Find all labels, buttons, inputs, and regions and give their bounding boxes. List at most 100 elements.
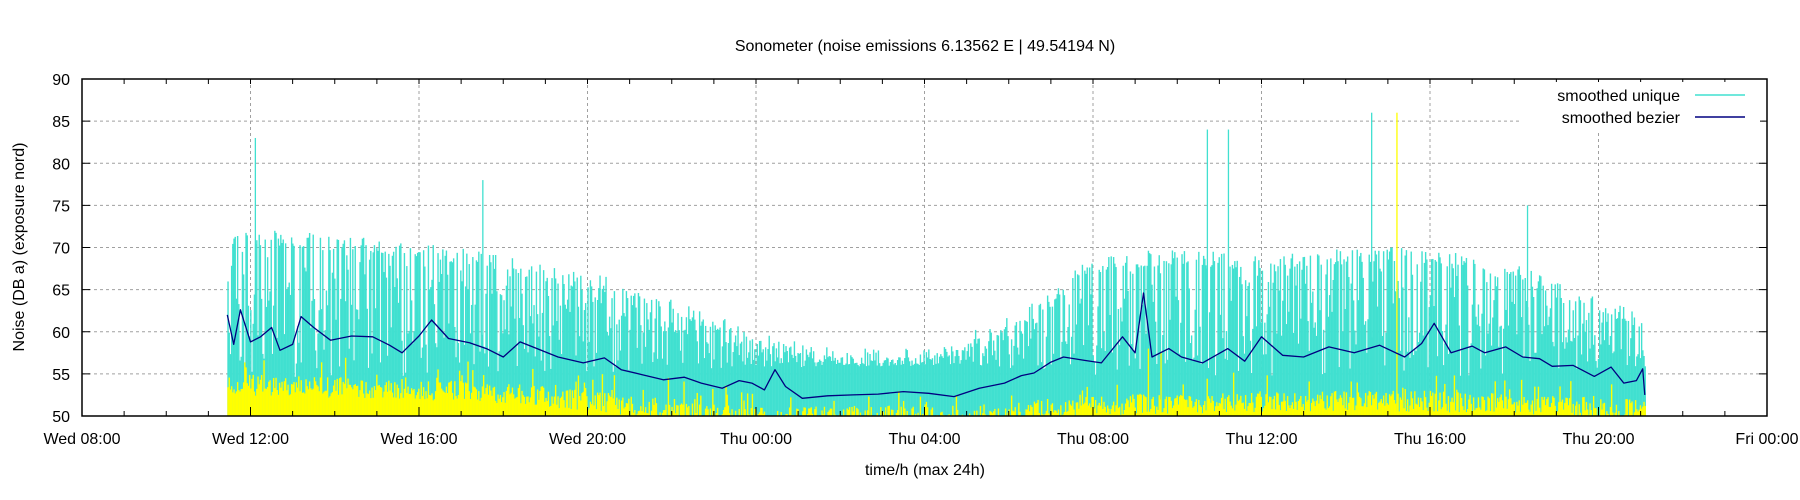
raw-bar bbox=[416, 392, 419, 416]
unique-bar bbox=[1630, 338, 1632, 416]
raw-bar bbox=[1376, 409, 1379, 416]
raw-bar bbox=[372, 397, 374, 416]
unique-bar bbox=[1457, 264, 1459, 416]
raw-bar bbox=[259, 379, 262, 416]
raw-bar bbox=[1513, 402, 1516, 416]
unique-bar bbox=[492, 255, 494, 416]
raw-bar bbox=[1331, 393, 1333, 416]
unique-bar bbox=[1412, 355, 1415, 416]
unique-bar bbox=[1529, 361, 1531, 416]
raw-bar bbox=[1040, 400, 1043, 416]
unique-bar bbox=[1324, 372, 1326, 416]
unique-bar bbox=[841, 357, 844, 416]
unique-bar bbox=[1441, 331, 1444, 416]
raw-bar bbox=[1434, 393, 1436, 416]
raw-bar bbox=[376, 374, 378, 416]
unique-bar bbox=[469, 333, 472, 416]
unique-bar bbox=[1399, 350, 1402, 416]
unique-bar bbox=[780, 358, 782, 416]
unique-bar bbox=[430, 287, 432, 416]
unique-bar bbox=[1348, 277, 1350, 416]
raw-bar bbox=[1469, 394, 1471, 416]
raw-bar bbox=[571, 390, 574, 416]
unique-bar bbox=[1398, 298, 1400, 416]
unique-bar bbox=[852, 358, 854, 416]
unique-bar bbox=[1153, 266, 1156, 416]
raw-bar bbox=[394, 382, 396, 416]
raw-bar bbox=[1268, 396, 1271, 416]
unique-bar bbox=[1267, 281, 1270, 416]
raw-bar bbox=[540, 386, 542, 416]
raw-bar bbox=[1158, 395, 1160, 416]
raw-bar bbox=[1352, 397, 1355, 416]
raw-bar bbox=[833, 400, 835, 416]
raw-bar bbox=[1102, 408, 1104, 416]
raw-bar bbox=[851, 406, 853, 416]
unique-bar bbox=[365, 245, 367, 416]
raw-bar bbox=[499, 395, 502, 416]
raw-bar bbox=[403, 388, 406, 416]
unique-bar bbox=[772, 346, 774, 416]
raw-bar bbox=[940, 412, 942, 416]
raw-bar bbox=[284, 378, 287, 416]
unique-bar bbox=[1477, 304, 1480, 416]
unique-bar bbox=[778, 341, 780, 416]
raw-bar bbox=[317, 386, 319, 416]
raw-bar bbox=[1310, 402, 1313, 416]
raw-bar bbox=[311, 389, 313, 416]
raw-bar bbox=[679, 404, 682, 416]
unique-bar bbox=[468, 264, 470, 416]
unique-bar bbox=[845, 363, 847, 416]
raw-bar bbox=[1014, 407, 1016, 416]
unique-bar bbox=[1075, 324, 1078, 416]
raw-bar bbox=[1328, 406, 1331, 416]
raw-bar bbox=[785, 414, 787, 416]
raw-bar bbox=[1277, 393, 1279, 416]
raw-bar bbox=[568, 407, 570, 416]
raw-bar bbox=[1115, 405, 1117, 416]
unique-bar bbox=[983, 356, 985, 416]
raw-bar bbox=[1548, 406, 1550, 416]
unique-bar bbox=[1602, 312, 1604, 416]
raw-bar bbox=[274, 388, 276, 416]
unique-bar bbox=[1111, 352, 1114, 416]
raw-bar bbox=[479, 400, 481, 416]
unique-bar bbox=[1586, 361, 1589, 416]
unique-bar bbox=[725, 342, 727, 416]
unique-bar bbox=[893, 364, 895, 416]
raw-bar bbox=[318, 391, 320, 416]
unique-bar bbox=[1420, 281, 1422, 416]
raw-bar bbox=[1338, 398, 1340, 416]
unique-bar bbox=[1163, 260, 1165, 416]
legend-bg bbox=[1520, 82, 1760, 130]
unique-bar bbox=[865, 366, 868, 416]
unique-bar bbox=[907, 357, 910, 416]
raw-bar bbox=[1082, 404, 1085, 416]
unique-bar bbox=[1136, 264, 1139, 416]
raw-bar bbox=[467, 361, 469, 416]
raw-bar bbox=[593, 405, 595, 416]
raw-bar bbox=[731, 409, 733, 416]
raw-bar bbox=[1474, 410, 1476, 416]
raw-spike bbox=[1396, 112, 1398, 416]
unique-bar bbox=[1009, 367, 1012, 416]
raw-bar bbox=[1270, 396, 1272, 416]
unique-bar bbox=[677, 313, 679, 416]
unique-bar bbox=[1220, 253, 1223, 416]
unique-bar bbox=[1430, 259, 1433, 416]
unique-bar bbox=[937, 363, 940, 416]
unique-bar bbox=[282, 239, 284, 416]
unique-bar bbox=[1472, 259, 1475, 416]
unique-bar bbox=[602, 285, 605, 416]
unique-bar bbox=[401, 340, 403, 416]
unique-bar bbox=[745, 336, 748, 416]
raw-bar bbox=[776, 410, 779, 416]
raw-bar bbox=[542, 387, 545, 416]
unique-bar bbox=[1378, 250, 1380, 416]
raw-bar bbox=[427, 381, 430, 416]
unique-bar bbox=[1408, 317, 1410, 416]
unique-bar bbox=[1422, 335, 1424, 416]
unique-bar bbox=[456, 252, 458, 416]
x-tick-label: Thu 12:00 bbox=[1225, 431, 1297, 448]
raw-bar bbox=[290, 384, 293, 416]
